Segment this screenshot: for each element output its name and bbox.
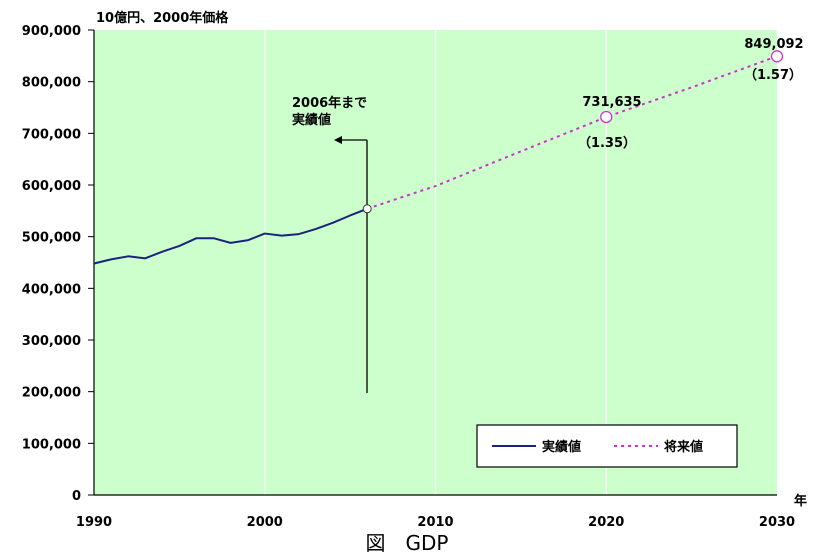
point-marker-2006 — [362, 204, 372, 214]
point-2020-ratio-label: （1.35） — [578, 135, 636, 151]
y-tick-label: 400,000 — [22, 282, 81, 297]
y-tick-label: 0 — [72, 489, 81, 504]
series-layer — [93, 50, 784, 265]
y-tick-label: 200,000 — [22, 386, 81, 401]
y-axis-ticks: 0 100,000 200,000 300,000 400,000 500,000 600,… — [22, 24, 94, 504]
x-tick-label: 2020 — [588, 515, 624, 530]
y-tick-label: 800,000 — [22, 76, 81, 91]
y-axis-label: 10億円、2000年価格 — [96, 10, 229, 26]
legend-label-forecast: 将来値 — [664, 439, 703, 455]
point-marker-2020 — [600, 110, 613, 124]
y-tick-label: 700,000 — [22, 127, 81, 142]
x-tick-label: 2000 — [247, 515, 283, 530]
grid — [93, 30, 777, 496]
x-tick-label: 2030 — [759, 515, 795, 530]
point-2030-value-label: 849,092 — [744, 37, 803, 52]
y-tick-label: 300,000 — [22, 334, 81, 349]
x-tick-label: 2010 — [417, 515, 453, 530]
legend: 実績値 将来値 — [476, 424, 738, 468]
y-tick-label: 900,000 — [22, 24, 81, 39]
y-tick-label: 600,000 — [22, 179, 81, 194]
point-2030-ratio-label: （1.57） — [744, 67, 802, 83]
figure-caption: 図 GDP — [365, 531, 449, 555]
series-line-1 — [366, 55, 778, 210]
point-2020-value-label: 731,635 — [582, 95, 641, 110]
x-axis-ticks: 1990 2000 2010 2020 2030 — [76, 515, 795, 530]
x-axis-label: 年 — [794, 493, 807, 509]
y-tick-label: 500,000 — [22, 231, 81, 246]
cutoff-label-line1: 2006年まで — [292, 95, 367, 111]
y-tick-label: 100,000 — [22, 437, 81, 452]
cutoff-arrow-head — [334, 136, 342, 144]
x-tick-label: 1990 — [76, 515, 112, 530]
cutoff-label-line2: 実績値 — [292, 112, 331, 128]
legend-label-actual: 実績値 — [542, 439, 581, 455]
point-marker-2030 — [770, 50, 784, 63]
series-line-0 — [93, 207, 368, 265]
